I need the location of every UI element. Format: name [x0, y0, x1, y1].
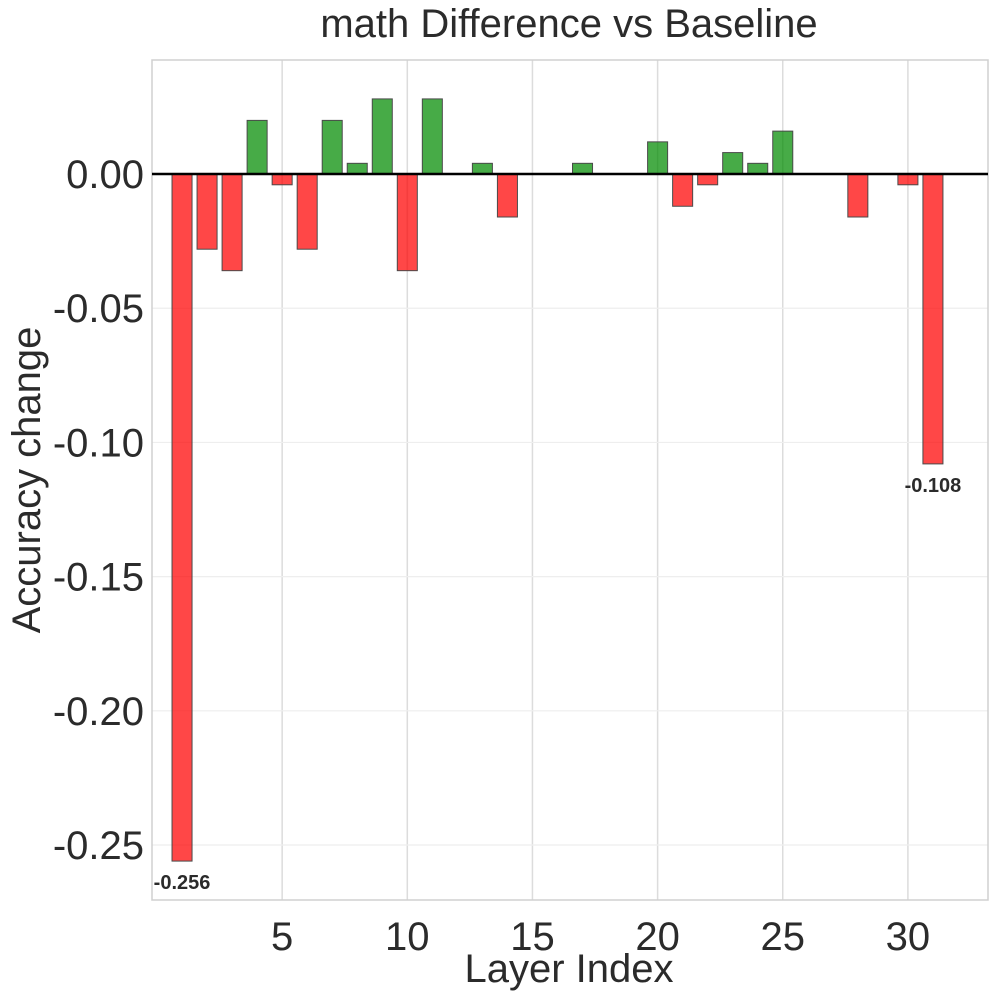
bars [171, 98, 944, 862]
data-label-layer-31: -0.108 [905, 475, 962, 497]
bar-layer-21 [672, 173, 694, 207]
y-tick-label-4: -0.20 [53, 690, 144, 734]
bar-layer-31 [922, 173, 944, 465]
bar-layer-9 [371, 98, 393, 175]
data-labels: -0.256 -0.108 [154, 475, 962, 894]
x-tick-label-20: 20 [635, 915, 680, 959]
y-tick-label-2: -0.10 [53, 421, 144, 465]
x-tick-label-30: 30 [886, 915, 931, 959]
bar-layer-14 [496, 173, 518, 218]
bar-layer-23 [722, 152, 744, 175]
bar-layer-4 [246, 119, 268, 175]
bar-layer-8 [346, 162, 368, 175]
x-axis-label: Layer Index [464, 947, 673, 991]
bar-layer-7 [321, 119, 343, 175]
chart-title: math Difference vs Baseline [320, 2, 817, 46]
y-axis-label: Accuracy change [5, 327, 49, 634]
y-tick-label-0: 0.00 [66, 153, 144, 197]
bar-layer-28 [847, 173, 869, 218]
data-label-layer-1: -0.256 [154, 872, 211, 894]
bar-layer-2 [196, 173, 218, 250]
bar-layer-20 [647, 141, 669, 175]
bar-layer-22 [697, 173, 719, 186]
bar-layer-17 [572, 162, 594, 175]
bar-layer-6 [296, 173, 318, 250]
y-tick-label-3: -0.15 [53, 556, 144, 600]
y-tick-label-5: -0.25 [53, 824, 144, 868]
bar-layer-11 [421, 98, 443, 175]
bar-layer-30 [897, 173, 919, 186]
x-tick-label-25: 25 [761, 915, 806, 959]
tick-labels: 5 10 15 20 25 30 0.00 -0.05 -0.10 -0.15 -0.20 -0.25 [53, 153, 930, 959]
x-tick-label-5: 5 [271, 915, 293, 959]
bar-layer-3 [221, 173, 243, 272]
x-tick-label-15: 15 [510, 915, 555, 959]
plot-frame [151, 59, 989, 901]
y-tick-label-1: -0.05 [53, 287, 144, 331]
bar-layer-13 [471, 162, 493, 175]
bar-layer-10 [396, 173, 418, 272]
x-tick-label-10: 10 [385, 915, 430, 959]
bar-layer-25 [772, 130, 794, 175]
bar-layer-24 [747, 162, 769, 175]
bar-layer-5 [271, 173, 293, 186]
bar-layer-1 [171, 173, 193, 862]
